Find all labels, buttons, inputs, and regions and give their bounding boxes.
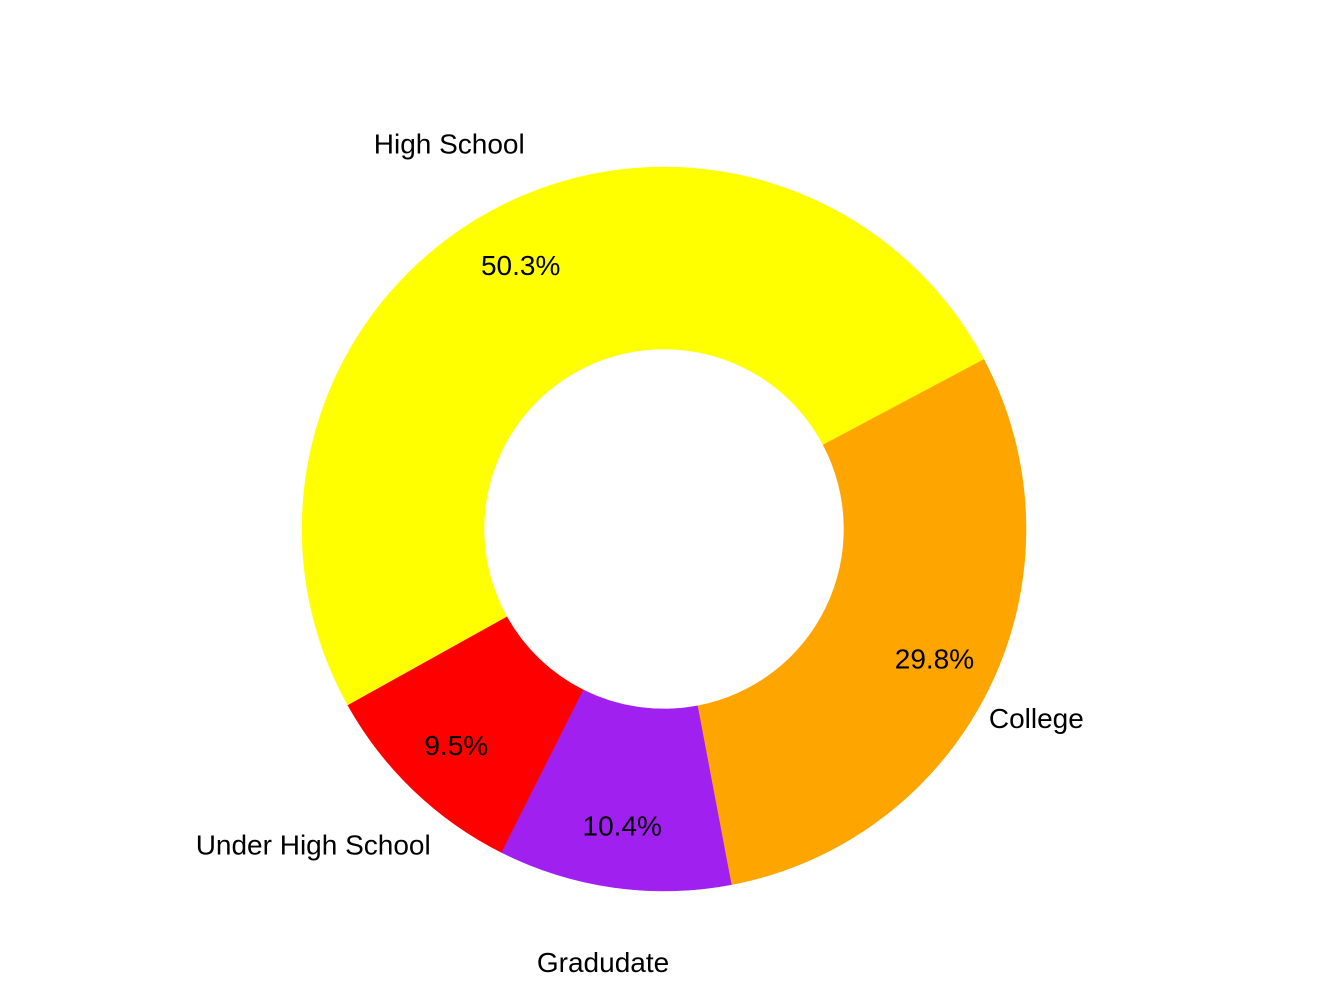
percent-label-under-high-school: 9.5% bbox=[424, 730, 488, 761]
slice-high-school bbox=[301, 166, 984, 706]
percent-labels-group: 29.8% 10.4% 9.5% 50.3% bbox=[424, 250, 974, 842]
slices-group bbox=[301, 166, 1027, 892]
category-labels-group: College Gradudate Under High School High Sc… bbox=[196, 129, 1084, 979]
percent-label-gradudate: 10.4% bbox=[583, 811, 662, 842]
percent-label-college: 29.8% bbox=[895, 643, 974, 674]
percent-label-high-school: 50.3% bbox=[481, 250, 560, 281]
category-label-high-school: High School bbox=[374, 129, 525, 160]
category-label-under-high-school: Under High School bbox=[196, 830, 431, 861]
slice-college bbox=[697, 358, 1027, 885]
category-label-gradudate: Gradudate bbox=[537, 947, 669, 978]
category-label-college: College bbox=[989, 703, 1084, 734]
